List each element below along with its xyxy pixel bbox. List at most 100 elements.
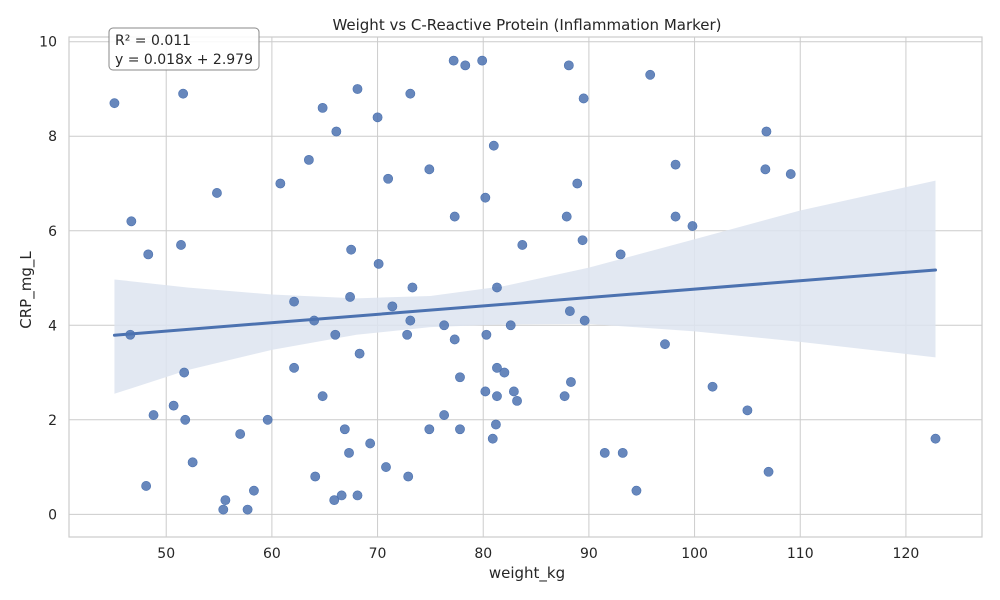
- data-point: [178, 88, 189, 99]
- confidence-band: [114, 180, 936, 394]
- y-tick-label: 2: [48, 413, 57, 429]
- data-point: [508, 386, 519, 397]
- data-point: [449, 211, 460, 222]
- data-point: [289, 296, 299, 307]
- data-point: [275, 178, 286, 189]
- data-point: [578, 93, 589, 104]
- x-tick-label: 70: [369, 546, 387, 562]
- data-point: [480, 386, 491, 397]
- y-tick-label: 10: [39, 35, 57, 51]
- tick-labels: 50 60 70 80 90 100 110 120 0 2 4 6 8 10: [39, 35, 919, 562]
- data-point: [329, 495, 340, 506]
- data-point: [317, 391, 328, 402]
- data-point: [405, 315, 416, 326]
- data-point: [599, 447, 610, 458]
- data-point: [381, 462, 391, 472]
- y-tick-label: 8: [48, 129, 57, 145]
- data-points: [109, 55, 941, 515]
- data-point: [109, 98, 120, 109]
- data-point: [448, 55, 459, 66]
- x-tick-label: 100: [681, 546, 708, 562]
- data-point: [577, 235, 588, 246]
- data-point: [449, 334, 460, 345]
- data-point: [499, 367, 510, 378]
- data-point: [407, 282, 418, 293]
- stats-annotation: R² = 0.011 y = 0.018x + 2.979: [108, 27, 260, 71]
- annotation-box: [108, 27, 260, 71]
- data-point: [512, 395, 522, 406]
- data-point: [424, 164, 435, 175]
- data-point: [631, 485, 642, 496]
- data-point: [126, 216, 137, 227]
- data-point: [572, 178, 583, 189]
- regression-line: [112, 268, 938, 337]
- data-point: [517, 240, 528, 250]
- data-point: [617, 447, 628, 458]
- data-point: [218, 504, 229, 515]
- data-point: [561, 211, 572, 222]
- data-point: [645, 69, 656, 80]
- data-point: [424, 424, 435, 435]
- data-point: [579, 315, 590, 326]
- data-point: [785, 169, 796, 179]
- data-point: [179, 367, 190, 378]
- data-point: [564, 306, 575, 317]
- data-point: [405, 88, 416, 99]
- data-point: [242, 504, 253, 515]
- data-point: [148, 410, 159, 420]
- data-point: [352, 84, 363, 94]
- data-point: [403, 471, 414, 482]
- data-point: [289, 362, 299, 373]
- data-point: [373, 258, 384, 269]
- data-point: [187, 457, 198, 468]
- x-tick-label: 80: [474, 546, 492, 562]
- x-axis-label: weight_kg: [489, 564, 565, 583]
- data-point: [439, 320, 450, 331]
- data-point: [477, 55, 488, 66]
- data-point: [344, 447, 354, 458]
- data-point: [492, 282, 502, 293]
- y-tick-label: 0: [48, 507, 57, 523]
- data-point: [559, 391, 570, 402]
- data-point: [212, 188, 222, 198]
- data-point: [670, 211, 681, 222]
- data-point: [742, 405, 753, 416]
- data-point: [387, 301, 398, 312]
- data-point: [220, 495, 231, 506]
- data-point: [481, 329, 492, 340]
- data-point: [491, 419, 501, 430]
- data-point: [761, 126, 772, 137]
- data-point: [487, 433, 498, 444]
- data-point: [249, 485, 259, 496]
- x-tick-label: 50: [157, 546, 175, 562]
- data-point: [143, 249, 154, 260]
- data-point: [141, 481, 152, 491]
- data-point: [660, 339, 670, 350]
- x-tick-label: 60: [263, 546, 281, 562]
- data-point: [455, 424, 465, 435]
- x-tick-label: 120: [893, 546, 920, 562]
- x-tick-label: 110: [787, 546, 814, 562]
- data-point: [480, 192, 491, 203]
- annotation-r-squared: R² = 0.011: [115, 33, 191, 49]
- data-point: [930, 433, 941, 444]
- data-point: [309, 315, 320, 326]
- data-point: [372, 112, 383, 123]
- data-point: [352, 490, 363, 501]
- data-point: [687, 221, 698, 231]
- data-point: [492, 362, 502, 373]
- data-point: [346, 244, 357, 255]
- data-point: [763, 466, 774, 477]
- y-axis-label: CRP_mg_L: [17, 251, 36, 329]
- y-tick-label: 6: [48, 224, 57, 240]
- data-point: [505, 320, 516, 331]
- data-point: [760, 164, 771, 175]
- data-point: [331, 126, 342, 137]
- x-tick-label: 90: [580, 546, 598, 562]
- data-point: [303, 154, 314, 165]
- data-point: [330, 329, 341, 340]
- y-tick-label: 4: [48, 318, 57, 334]
- data-point: [235, 429, 246, 439]
- annotation-equation: y = 0.018x + 2.979: [115, 52, 253, 68]
